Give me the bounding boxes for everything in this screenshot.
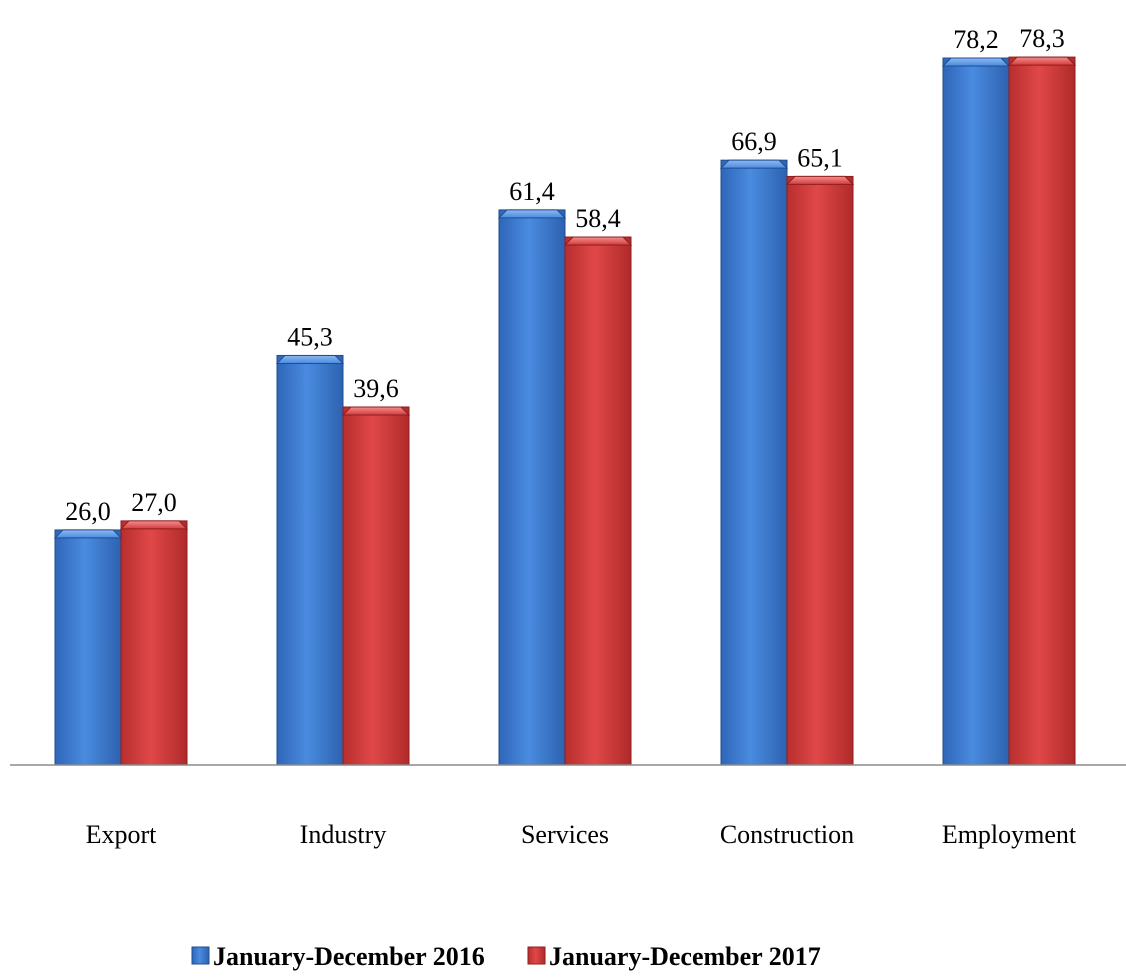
category-label-employment: Employment (942, 820, 1077, 849)
bar-2017-services (563, 236, 633, 766)
data-label-2016-construction: 66,9 (731, 127, 777, 156)
bar-2017-industry (341, 406, 411, 766)
bars-layer (53, 56, 1077, 766)
data-label-2016-industry: 45,3 (287, 322, 333, 351)
legend-swatch-2016 (191, 946, 210, 965)
category-label-industry: Industry (300, 820, 387, 849)
data-label-2017-industry: 39,6 (353, 374, 399, 403)
data-label-2017-services: 58,4 (575, 204, 621, 233)
data-label-2016-export: 26,0 (65, 497, 111, 526)
category-label-export: Export (86, 820, 158, 849)
legend: January-December 2016 January-December 20… (191, 942, 821, 971)
data-label-2016-services: 61,4 (509, 177, 555, 206)
category-labels-layer: Export Industry Services Construction Employ… (86, 820, 1077, 849)
bar-2016-industry (275, 354, 345, 766)
data-label-2017-construction: 65,1 (797, 143, 843, 172)
bar-2016-construction (719, 159, 789, 766)
data-label-2017-export: 27,0 (131, 488, 177, 517)
bar-2017-export (119, 520, 189, 766)
data-label-2016-employment: 78,2 (953, 25, 999, 54)
bar-2016-employment (941, 57, 1011, 766)
category-label-services: Services (521, 820, 609, 849)
legend-swatch-2017 (527, 946, 546, 965)
bar-2016-export (53, 529, 123, 766)
bar-2016-services (497, 209, 567, 766)
bar-2017-construction (785, 175, 855, 766)
legend-label-2017: January-December 2017 (549, 942, 821, 971)
data-label-2017-employment: 78,3 (1019, 24, 1065, 53)
legend-label-2016: January-December 2016 (213, 942, 485, 971)
category-label-construction: Construction (720, 820, 854, 849)
data-labels-layer: 26,0 27,0 45,3 39,6 61,4 58,4 66,9 65,1 78,2 78,3 (65, 24, 1065, 526)
bar-2017-employment (1007, 56, 1077, 766)
